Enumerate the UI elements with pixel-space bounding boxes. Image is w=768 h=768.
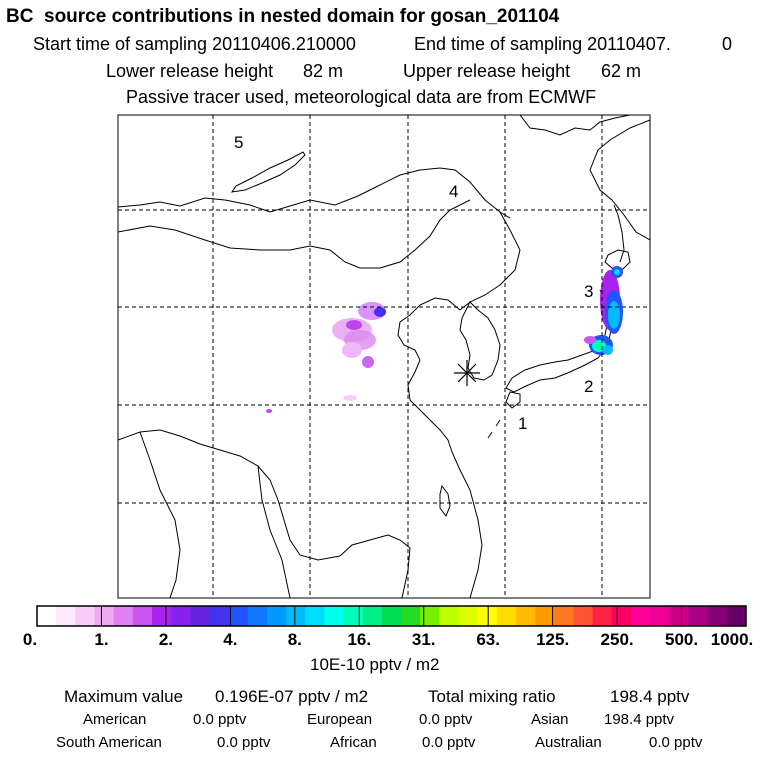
region-label-2: 2 <box>584 377 593 396</box>
total-mixing-value: 198.4 pptv <box>610 687 690 706</box>
lower-height-label: Lower release height <box>106 61 274 81</box>
colorbar-tick-label: 125. <box>536 630 570 649</box>
upper-height-label: Upper release height <box>403 61 571 81</box>
colorbar-swatch <box>324 606 345 626</box>
american-label: American <box>83 711 147 728</box>
colorbar <box>36 605 747 627</box>
colorbar-tick-label: 1. <box>94 630 109 649</box>
african-value: 0.0 pptv <box>422 734 476 751</box>
colorbar-tick-label: 8. <box>287 630 302 649</box>
colorbar-swatch <box>75 606 95 626</box>
colorbar-swatch <box>458 606 479 626</box>
receptor-star-icon <box>454 360 480 386</box>
colorbar-swatch <box>554 606 575 626</box>
colorbar-swatch <box>707 606 728 626</box>
region-label-3: 3 <box>584 282 593 301</box>
colorbar-tick-label: 250. <box>600 630 634 649</box>
colorbar-swatch <box>94 606 115 626</box>
colorbar-swatch <box>190 606 210 626</box>
colorbar-tick-label: 31. <box>411 630 436 649</box>
upper-height-value: 62 m <box>601 61 642 81</box>
max-value-label: Maximum value <box>64 687 184 706</box>
region-label-1: 1 <box>518 414 527 433</box>
south-american-label: South American <box>56 734 162 751</box>
colorbar-swatch <box>362 606 383 626</box>
coastlines <box>118 115 650 598</box>
colorbar-swatch <box>381 606 402 626</box>
colorbar-tick-label: 0. <box>22 630 38 649</box>
total-mixing-label: Total mixing ratio <box>428 687 556 706</box>
map-title: BC source contributions in nested domain… <box>6 6 560 27</box>
colorbar-swatch <box>343 606 364 626</box>
start-time-text: Start time of sampling 20110406.210000 <box>33 34 356 54</box>
colorbar-tick-label: 1000. <box>710 630 754 649</box>
region-label-5: 5 <box>234 133 243 152</box>
colorbar-swatch <box>439 606 460 626</box>
colorbar-swatch <box>516 606 536 626</box>
colorbar-swatch <box>650 606 670 626</box>
asian-value: 198.4 pptv <box>604 711 675 728</box>
map-frame <box>117 114 651 599</box>
african-label: African <box>330 734 377 751</box>
colorbar-swatch <box>611 606 632 626</box>
european-value: 0.0 pptv <box>419 711 473 728</box>
end-time-value: 0 <box>722 34 733 54</box>
colorbar-tick-label: 16. <box>347 630 372 649</box>
colorbar-swatch <box>688 606 709 626</box>
colorbar-swatch <box>669 606 690 626</box>
lower-height-value: 82 m <box>303 61 344 81</box>
colorbar-swatch <box>496 606 517 626</box>
colorbar-swatch <box>247 606 268 626</box>
colorbar-swatch <box>113 606 134 626</box>
colorbar-swatch <box>56 606 76 626</box>
asian-label: Asian <box>531 711 569 728</box>
colorbar-swatch <box>286 606 306 626</box>
australian-value: 0.0 pptv <box>649 734 703 751</box>
colorbar-swatch <box>726 606 747 626</box>
european-label: European <box>307 711 373 728</box>
colorbar-swatch <box>209 606 230 626</box>
colorbar-tick-label: 2. <box>158 630 173 649</box>
tracer-note: Passive tracer used, meteorological data… <box>126 87 597 107</box>
region-label-4: 4 <box>449 182 458 201</box>
colorbar-swatch <box>266 606 287 626</box>
lat-lon-grid <box>118 115 650 598</box>
colorbar-swatch <box>477 606 498 626</box>
south-american-value: 0.0 pptv <box>217 734 271 751</box>
australian-label: Australian <box>535 734 602 751</box>
colorbar-swatch <box>171 606 191 626</box>
colorbar-tick-label: 63. <box>476 630 500 649</box>
colorbar-swatch <box>305 606 325 626</box>
american-value: 0.0 pptv <box>193 711 247 728</box>
colorbar-swatch <box>420 606 440 626</box>
colorbar-unit-label: 10E-10 pptv / m2 <box>310 655 440 674</box>
colorbar-swatch <box>132 606 153 626</box>
colorbar-swatch <box>535 606 555 626</box>
colorbar-swatch <box>573 606 594 626</box>
colorbar-swatch <box>401 606 421 626</box>
colorbar-tick-label: 500. <box>664 630 699 649</box>
contribution-field <box>266 266 623 413</box>
colorbar-swatch <box>631 606 651 626</box>
max-value: 0.196E-07 pptv / m2 <box>215 687 369 706</box>
colorbar-swatch <box>37 606 57 626</box>
end-time-text: End time of sampling 20110407. <box>414 34 671 54</box>
colorbar-swatch <box>228 606 249 626</box>
colorbar-swatch <box>592 606 613 626</box>
colorbar-tick-label: 4. <box>223 630 238 649</box>
colorbar-swatch <box>151 606 172 626</box>
colorbar-frame <box>36 605 747 627</box>
